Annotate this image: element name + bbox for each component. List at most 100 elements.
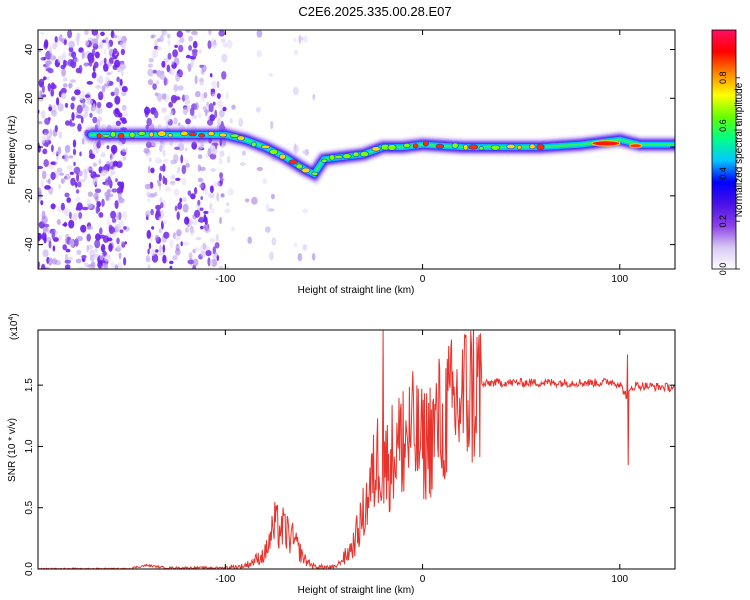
spectrogram-speckle — [80, 178, 86, 183]
colorbar-gradient — [711, 29, 737, 270]
ridge-hotspot — [359, 151, 370, 158]
spectrogram-speckle — [162, 254, 167, 264]
ridge-hotspot — [506, 143, 516, 150]
spectrogram-speckle — [103, 57, 107, 65]
spectrogram-speckle — [122, 111, 129, 117]
spectrogram-speckle — [197, 154, 203, 160]
spectrogram-speckle — [164, 187, 172, 192]
spectrogram-speckle — [170, 66, 176, 76]
spectrogram-speckle — [147, 79, 154, 86]
colorbar-tick-label: 0.0 — [718, 263, 728, 276]
spectrogram-speckle — [164, 114, 171, 123]
spectrogram-speckle — [211, 208, 215, 214]
spectrogram-speckle — [242, 150, 246, 156]
snr-panel: -100 0 100 0.0 0.5 1.0 1.5 Height of straight… — [7, 313, 676, 596]
spectrogram-speckle — [99, 252, 104, 261]
spectrogram-speckle — [194, 209, 201, 218]
spectrogram-speckle — [43, 56, 46, 61]
spectrogram-speckle — [81, 254, 87, 259]
spectrogram-speckle — [189, 227, 195, 236]
spectrogram-speckle — [143, 147, 150, 154]
spectrogram-speckle — [202, 242, 207, 250]
spectrogram-speckle — [269, 251, 274, 261]
spectrogram-speckle — [110, 173, 114, 177]
spectrogram-speckle — [102, 235, 109, 243]
spectrogram-speckle — [191, 30, 198, 36]
spectrogram-speckle — [155, 204, 162, 210]
spectrogram-speckle — [192, 40, 198, 49]
spectrogram-speckle — [212, 246, 216, 255]
spectrogram-speckle — [111, 218, 117, 223]
spectrogram-speckle — [121, 241, 125, 246]
spectrogram-speckle — [91, 30, 99, 36]
spectrogram-speckle — [80, 224, 87, 233]
spectrogram-speckle — [312, 93, 316, 101]
spectrogram-speckle — [106, 145, 110, 150]
snr-x-tick-label: -100 — [215, 574, 235, 585]
spectrogram-speckle — [256, 30, 263, 38]
ridge-hotspot — [288, 159, 298, 165]
spectrogram-speckle — [38, 121, 43, 125]
spectrogram-speckle — [76, 249, 82, 255]
spectrogram-speckle — [179, 197, 183, 203]
spectrogram-speckle — [185, 118, 191, 125]
snr-y-ticks: 0.0 0.5 1.0 1.5 — [24, 378, 675, 576]
spectrogram-speckle — [203, 210, 209, 215]
spectrogram-speckle — [169, 260, 174, 265]
ridge-hotspot — [236, 135, 245, 141]
spectrogram-speckle — [145, 255, 150, 263]
spectrogram-speckle — [170, 180, 176, 186]
spectrogram-speckle — [62, 77, 68, 82]
snr-x-tick-label: 0 — [420, 574, 426, 585]
spectrogram-speckle — [103, 49, 107, 55]
ridge-hotspot — [295, 163, 303, 170]
spectrogram-x-tick-label: 0 — [420, 274, 426, 285]
spectrogram-speckle — [118, 252, 122, 260]
spectrogram-speckle — [107, 62, 112, 67]
ridge-hotspot — [412, 143, 419, 149]
spectrogram-speckle — [43, 236, 47, 244]
spectrogram-speckle — [42, 249, 49, 258]
spectrogram-speckle — [162, 175, 166, 185]
spectrogram-speckle — [119, 79, 123, 86]
spectrogram-speckle — [104, 255, 111, 262]
spectrogram-speckle — [203, 91, 208, 99]
spectrogram-speckle — [197, 199, 201, 206]
spectrogram-speckle — [293, 144, 299, 154]
spectrogram-speckle — [224, 208, 231, 214]
spectrogram-speckle — [124, 241, 127, 245]
spectrogram-speckle — [50, 203, 56, 210]
spectrogram-speckle — [201, 64, 207, 73]
spectrogram-speckle — [100, 152, 106, 158]
spectrogram-speckle — [116, 187, 121, 194]
spectrogram-speckle — [45, 227, 49, 232]
spectrogram-speckle — [176, 166, 180, 174]
spectrogram-speckle — [161, 93, 167, 100]
spectrogram-speckle — [40, 31, 45, 36]
spectrogram-speckle — [217, 99, 223, 109]
spectrogram-speckle — [109, 157, 113, 167]
spectrogram-speckle — [222, 106, 227, 112]
spectrogram-speckle — [73, 161, 76, 166]
spectrogram-speckle — [114, 200, 119, 209]
spectrogram-speckle — [147, 197, 151, 203]
spectrogram-speckle — [163, 57, 170, 64]
spectrogram-speckle — [57, 103, 64, 112]
spectrogram-speckle — [69, 211, 72, 219]
spectrogram-speckle — [209, 185, 214, 193]
spectrogram-speckle — [98, 91, 104, 101]
spectrogram-speckle — [218, 265, 224, 269]
colorbar: 0.0 0.2 0.4 0.6 0.8 Normalized spectral ampl… — [711, 29, 745, 276]
spectrogram-speckle — [47, 83, 51, 92]
spectrogram-speckle — [198, 49, 202, 54]
spectrogram-speckle — [123, 257, 127, 266]
spectrogram-speckle — [172, 49, 179, 58]
ridge-hotspot — [311, 171, 319, 176]
spectrogram-speckle — [154, 110, 159, 119]
spectrogram-speckle — [110, 91, 115, 97]
spectrogram-speckle — [115, 178, 118, 183]
spectrogram-speckle — [112, 48, 118, 55]
spectrogram-speckle — [198, 216, 204, 222]
spectrogram-speckle — [64, 102, 69, 108]
spectrogram-speckle — [293, 38, 297, 42]
